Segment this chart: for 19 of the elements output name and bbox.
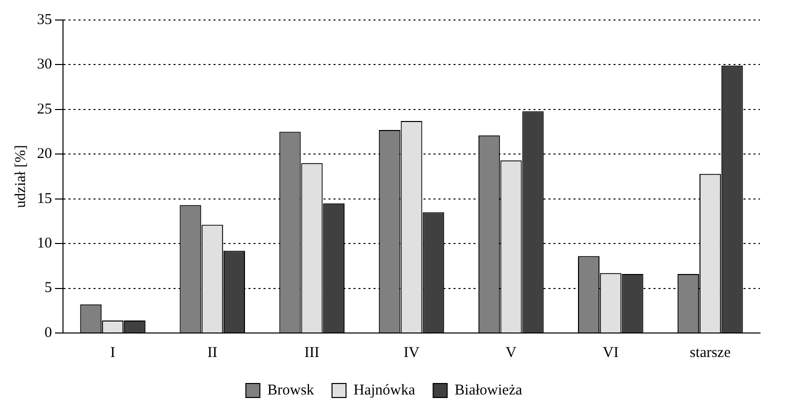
y-tick-label: 25: [37, 101, 52, 118]
x-tick-label: III: [304, 344, 320, 361]
x-tick-label: starsze: [690, 344, 731, 361]
x-tick-label: V: [506, 344, 517, 361]
legend-label: Hajnówka: [354, 382, 416, 398]
y-tick-label: 20: [37, 146, 52, 162]
x-tick-label: II: [207, 344, 218, 361]
x-tick-label: I: [110, 344, 116, 361]
y-tick-label: 30: [37, 56, 52, 73]
y-tick-label: 35: [37, 12, 52, 28]
y-tick-label: 10: [37, 236, 52, 252]
y-tick-label: 5: [44, 280, 52, 296]
legend-label: Białowieża: [454, 382, 522, 398]
y-tick-label: 15: [37, 190, 52, 207]
y-axis-title: udział [%]: [12, 145, 29, 208]
x-tick-label: VI: [602, 344, 619, 361]
x-tick-label: IV: [404, 344, 420, 361]
legend-label: Browsk: [267, 382, 315, 398]
y-tick-label: 0: [44, 324, 52, 341]
